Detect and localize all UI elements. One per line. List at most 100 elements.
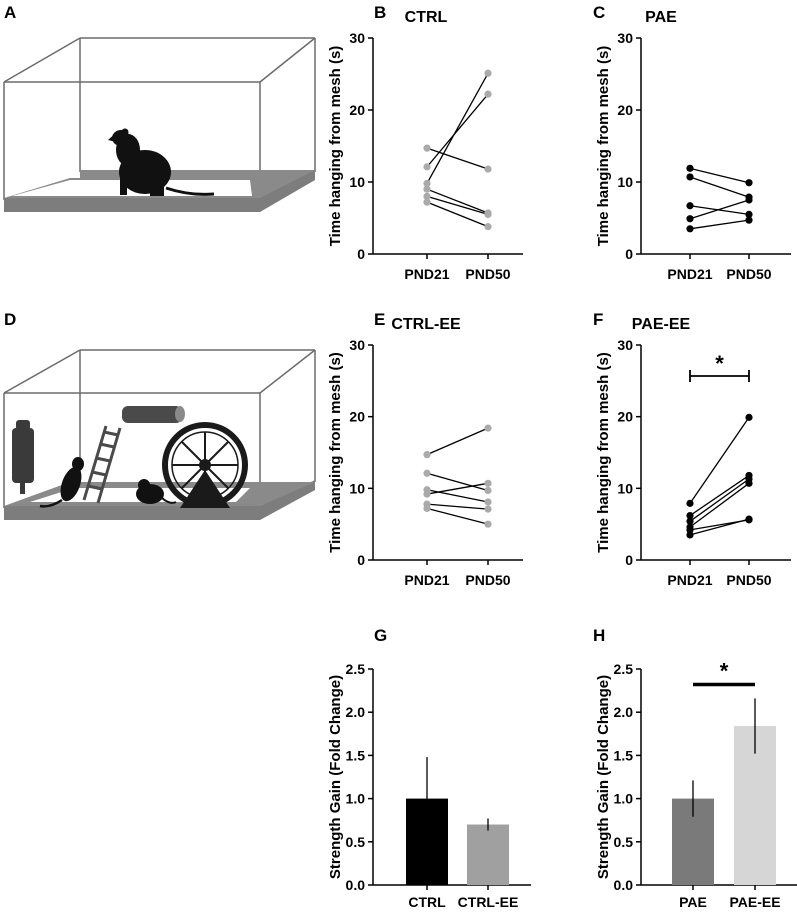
- data-point: [484, 165, 492, 173]
- data-point: [745, 515, 753, 523]
- data-point: [423, 192, 431, 200]
- x-tick-label: CTRL: [408, 894, 446, 910]
- y-tick-label: 10: [617, 174, 633, 190]
- y-tick-label: 0: [625, 246, 633, 262]
- data-point: [686, 173, 694, 181]
- x-tick-label: PAE: [679, 894, 707, 910]
- data-point: [423, 179, 431, 188]
- panel-label-a: A: [4, 3, 16, 22]
- chart-panel-c: PAE 0 10 20 30 Time hanging from mesh (s) PND2…: [595, 9, 791, 282]
- y-tick-label: 0.0: [614, 877, 634, 893]
- x-tick-label: PND50: [726, 266, 771, 282]
- data-point: [686, 531, 694, 539]
- data-point: [745, 210, 753, 218]
- data-point: [745, 479, 753, 487]
- subject-line: [689, 219, 750, 230]
- data-point: [484, 498, 492, 506]
- data-point: [484, 505, 492, 513]
- data-point: [484, 486, 492, 495]
- data-point: [484, 69, 492, 77]
- y-tick-label: 10: [349, 480, 365, 496]
- y-axis-label: Strength Gain (Fold Change): [595, 675, 612, 879]
- subject-line: [689, 205, 750, 216]
- tube-icon: [122, 406, 185, 423]
- y-tick-label: 1.5: [614, 747, 634, 763]
- subject-line: [426, 482, 489, 495]
- data-point: [423, 198, 431, 206]
- data-point: [484, 520, 492, 528]
- subject-line: [426, 93, 489, 168]
- panel-label-d: D: [4, 310, 16, 329]
- data-point: [423, 451, 431, 459]
- chart-title: PAE: [645, 9, 677, 26]
- chart-panel-f: PAE-EE 0 10 20 30 Time hanging from mesh (s) P…: [595, 316, 791, 588]
- small-rat-icon: [136, 479, 177, 504]
- rat-silhouette-icon: [108, 128, 215, 196]
- subject-line: [426, 503, 489, 510]
- y-tick-label: 0: [357, 552, 365, 568]
- data-point: [686, 499, 694, 507]
- y-tick-label: 10: [617, 480, 633, 496]
- y-tick-label: 20: [617, 409, 633, 425]
- subject-line: [689, 478, 750, 522]
- y-tick-label: 2.0: [614, 704, 634, 720]
- y-tick-label: 0.0: [346, 877, 366, 893]
- enriched-cage-illustration: [3, 349, 316, 520]
- panel-label-b: B: [374, 3, 386, 22]
- y-tick-label: 10: [349, 174, 365, 190]
- data-point: [686, 215, 694, 223]
- y-tick-label: 0: [357, 246, 365, 262]
- x-tick-label: PND21: [404, 266, 449, 282]
- chart-panel-e: CTRL-EE 0 10 20 30 Time hanging from mesh (s)…: [327, 316, 523, 588]
- chart-panel-b: CTRL 0 10 20 30 Time hanging from mesh (s) PND…: [327, 9, 523, 282]
- y-tick-label: 2.5: [614, 661, 634, 677]
- subject-line: [426, 201, 489, 228]
- y-tick-label: 2.5: [346, 661, 366, 677]
- data-point: [423, 490, 431, 498]
- data-point: [423, 469, 431, 477]
- x-tick-label: PND50: [465, 572, 510, 588]
- x-tick-label: CTRL-EE: [458, 894, 519, 910]
- exercise-wheel-icon: [162, 422, 248, 508]
- climbing-rat-icon: [39, 457, 84, 508]
- chart-title: PAE-EE: [632, 316, 691, 333]
- panel-label-h: H: [593, 626, 605, 645]
- data-point: [423, 163, 431, 171]
- subject-line: [689, 417, 750, 504]
- data-point: [686, 517, 694, 525]
- y-tick-label: 30: [349, 30, 365, 46]
- subject-line: [426, 72, 489, 184]
- data-point: [745, 413, 753, 421]
- y-tick-label: 30: [617, 30, 633, 46]
- data-point: [484, 223, 492, 231]
- data-point: [686, 164, 694, 172]
- y-tick-label: 2.0: [346, 704, 366, 720]
- y-tick-label: 0.5: [346, 834, 366, 850]
- y-tick-label: 30: [349, 337, 365, 353]
- x-tick-label: PAE-EE: [729, 894, 780, 910]
- y-axis-label: Time hanging from mesh (s): [595, 352, 612, 553]
- data-point: [745, 196, 753, 204]
- ladder-icon: [82, 425, 122, 504]
- bar: [467, 824, 509, 885]
- data-point: [423, 144, 431, 152]
- y-tick-label: 0: [625, 552, 633, 568]
- y-axis-label: Time hanging from mesh (s): [327, 352, 344, 553]
- y-tick-label: 0.5: [614, 834, 634, 850]
- y-axis-label: Time hanging from mesh (s): [327, 46, 344, 247]
- significance-star: *: [720, 659, 729, 684]
- data-point: [686, 225, 694, 233]
- x-tick-label: PND50: [465, 266, 510, 282]
- data-point: [423, 185, 431, 193]
- subject-line: [689, 474, 750, 517]
- data-point: [745, 216, 753, 224]
- chart-title: CTRL: [405, 9, 448, 26]
- panel-label-e: E: [374, 310, 385, 329]
- data-point: [423, 504, 431, 512]
- panel-label-f: F: [593, 310, 603, 329]
- y-tick-label: 20: [617, 102, 633, 118]
- data-point: [686, 526, 694, 534]
